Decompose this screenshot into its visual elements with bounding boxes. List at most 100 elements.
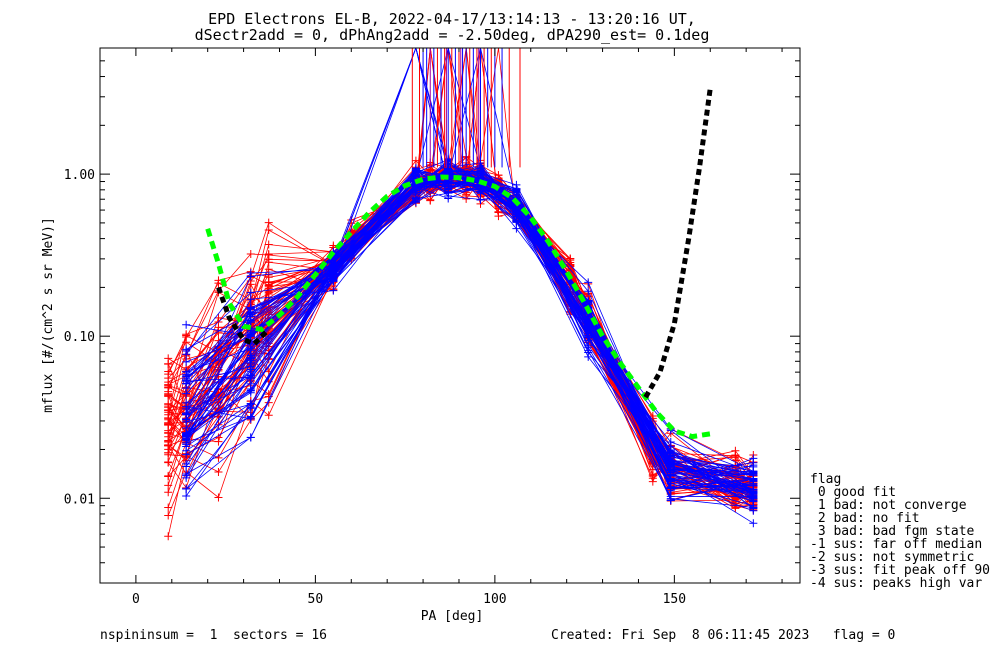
data-point-marker xyxy=(666,492,675,501)
data-point-marker xyxy=(164,392,173,401)
data-point-marker xyxy=(164,503,173,512)
x-tick-label: 100 xyxy=(483,592,506,607)
data-point-marker xyxy=(164,415,173,424)
data-point-marker xyxy=(164,429,173,438)
data-point-marker xyxy=(246,353,255,362)
legend-entry: -1 sus: far off median xyxy=(810,537,983,552)
data-point-marker xyxy=(214,453,223,462)
series-trace xyxy=(185,165,754,524)
data-point-marker xyxy=(666,468,675,477)
data-point-marker xyxy=(584,278,593,287)
data-point-marker xyxy=(246,316,255,325)
legend-entry: -3 sus: fit peak off 90 xyxy=(810,563,991,578)
series-trace xyxy=(185,180,754,493)
chart-title-line2: dSectr2add = 0, dPhAng2add = -2.50deg, d… xyxy=(195,26,710,44)
fit-curve-green xyxy=(205,174,711,440)
data-point-marker xyxy=(164,359,173,368)
fit-curve-black xyxy=(216,286,271,347)
data-point-marker xyxy=(329,286,338,295)
data-point-marker xyxy=(246,388,255,397)
data-point-marker xyxy=(264,277,273,286)
data-point-marker xyxy=(182,346,191,355)
series-trace xyxy=(185,160,754,491)
data-point-marker xyxy=(182,430,191,439)
data-point-marker xyxy=(182,375,191,384)
data-point-marker xyxy=(329,267,338,276)
data-point-marker xyxy=(164,450,173,459)
data-point-marker xyxy=(648,470,657,479)
legend-entry: -2 sus: not symmetric xyxy=(810,550,975,565)
data-point-marker xyxy=(426,195,435,204)
data-point-marker xyxy=(749,485,758,494)
x-tick-label: 150 xyxy=(663,592,686,607)
data-point-marker xyxy=(584,287,593,296)
data-point-marker xyxy=(182,384,191,393)
data-point-marker xyxy=(264,284,273,293)
data-point-marker xyxy=(214,493,223,502)
data-point-marker xyxy=(182,368,191,377)
y-axis-label: mflux [#/(cm^2 s sr MeV)] xyxy=(41,217,56,413)
data-point-marker xyxy=(164,458,173,467)
data-point-marker xyxy=(164,370,173,379)
data-point-marker xyxy=(182,492,191,501)
chart-title-line1: EPD Electrons EL-B, 2022-04-17/13:14:13 … xyxy=(208,10,696,28)
data-point-marker xyxy=(246,288,255,297)
data-point-marker xyxy=(512,217,521,226)
y-tick-label: 0.10 xyxy=(64,330,95,345)
legend-entry: 1 bad: not converge xyxy=(810,498,967,513)
data-point-marker xyxy=(182,357,191,366)
data-point-marker xyxy=(264,226,273,235)
footer-left: nspininsum = 1 sectors = 16 xyxy=(100,628,327,643)
data-point-marker xyxy=(214,467,223,476)
data-point-marker xyxy=(182,459,191,468)
data-point-marker xyxy=(476,196,485,205)
series-trace xyxy=(185,171,754,492)
series-trace xyxy=(185,181,754,491)
data-point-marker xyxy=(246,367,255,376)
data-point-marker xyxy=(329,277,338,286)
data-point-marker xyxy=(264,240,273,249)
data-point-marker xyxy=(749,458,758,467)
data-point-marker xyxy=(494,208,503,217)
x-tick-label: 50 xyxy=(308,592,324,607)
data-point-marker xyxy=(749,470,758,479)
legend-entry: -4 sus: peaks high var xyxy=(810,576,983,591)
data-point-marker xyxy=(246,412,255,421)
data-point-marker xyxy=(246,280,255,289)
data-point-marker xyxy=(246,433,255,442)
data-layer xyxy=(164,48,758,541)
series-trace xyxy=(185,171,754,494)
data-point-marker xyxy=(164,511,173,520)
data-point-marker xyxy=(182,320,191,329)
data-point-marker xyxy=(411,166,420,175)
series-trace xyxy=(167,48,754,496)
legend-entry: 0 good fit xyxy=(810,485,897,500)
legend-title: flag xyxy=(810,472,842,487)
data-point-marker xyxy=(731,451,740,460)
legend-entry: 3 bad: bad fgm state xyxy=(810,524,975,539)
plot-area xyxy=(164,48,758,541)
data-point-marker xyxy=(246,249,255,258)
series-trace xyxy=(167,168,754,499)
y-tick-label: 1.00 xyxy=(64,168,95,183)
series-trace xyxy=(185,169,754,479)
legend-entry: 2 bad: no fit xyxy=(810,511,920,526)
data-point-marker xyxy=(444,188,453,197)
data-point-marker xyxy=(584,331,593,340)
data-point-marker xyxy=(246,374,255,383)
data-point-marker xyxy=(246,308,255,317)
data-point-marker xyxy=(666,475,675,484)
series-trace xyxy=(185,175,754,491)
data-point-marker xyxy=(182,409,191,418)
data-point-marker xyxy=(182,484,191,493)
x-tick-label: 0 xyxy=(132,592,140,607)
data-point-marker xyxy=(246,272,255,281)
series-trace xyxy=(186,178,754,480)
series-trace xyxy=(186,168,754,481)
data-point-marker xyxy=(584,352,593,361)
data-point-marker xyxy=(164,471,173,480)
footer-right: Created: Fri Sep 8 06:11:45 2023 flag = … xyxy=(551,628,896,643)
plot-frame xyxy=(99,47,801,584)
data-point-marker xyxy=(666,458,675,467)
